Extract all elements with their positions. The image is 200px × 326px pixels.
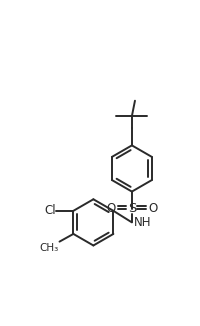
Text: O: O xyxy=(106,202,115,215)
Text: NH: NH xyxy=(133,216,150,229)
Text: Cl: Cl xyxy=(44,204,55,217)
Text: O: O xyxy=(147,202,157,215)
Text: S: S xyxy=(127,202,135,215)
Text: CH₃: CH₃ xyxy=(39,243,58,253)
